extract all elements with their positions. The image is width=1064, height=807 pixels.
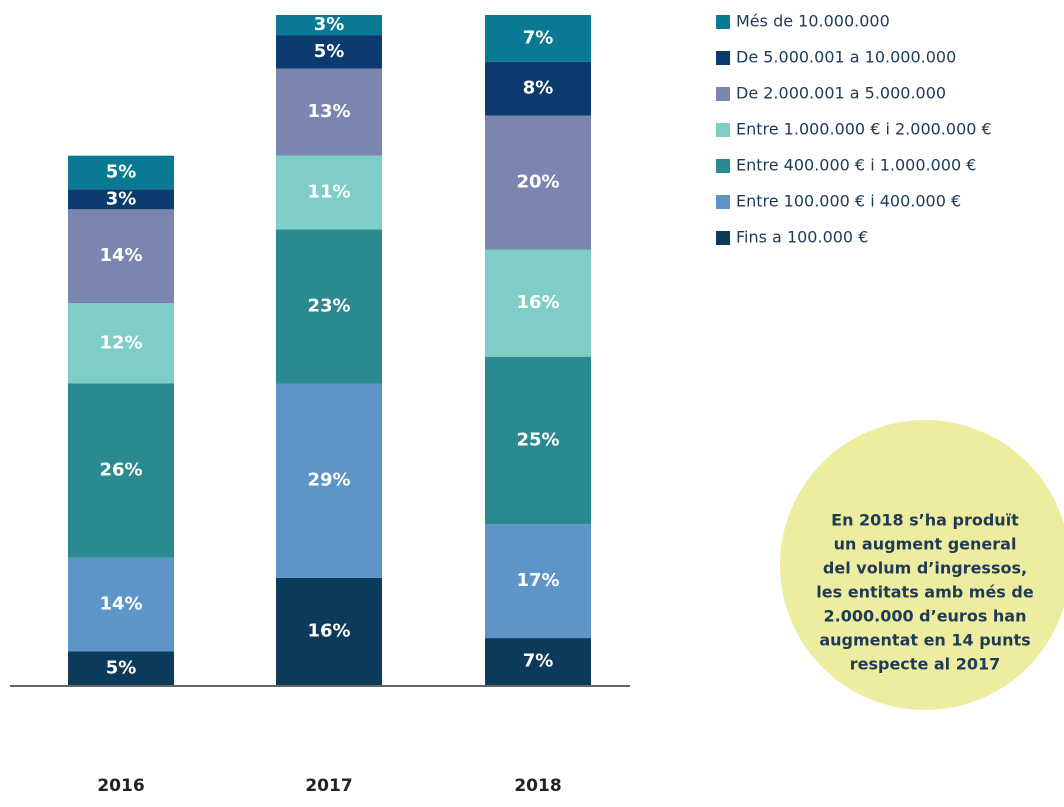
bar-segment (276, 577, 382, 685)
data-label: 5% (106, 161, 137, 182)
x-tick-label: 2018 (514, 776, 561, 796)
bar-segment (276, 35, 382, 69)
annotation-circle (780, 420, 1064, 710)
bar-segment (276, 155, 382, 230)
legend-swatch (716, 231, 730, 245)
legend-swatch (716, 123, 730, 137)
legend-label: Més de 10.000.000 (736, 12, 890, 31)
bar-segment (68, 557, 174, 652)
bar-segment (68, 651, 174, 685)
data-label: 11% (307, 182, 350, 203)
bar-segment (68, 383, 174, 558)
legend-swatch (716, 51, 730, 65)
bar-segment (485, 356, 591, 525)
annotation-text: respecte al 2017 (850, 655, 1001, 674)
bar-segment (276, 229, 382, 384)
bar-segment (276, 15, 382, 36)
annotation-text: les entitats amb més de (816, 583, 1034, 602)
legend-label: Fins a 100.000 € (736, 228, 868, 247)
bar-segment (485, 249, 591, 357)
data-label: 5% (314, 41, 345, 62)
bar-segment (485, 15, 591, 62)
bar-segment (485, 524, 591, 639)
data-label: 14% (99, 594, 142, 615)
data-label: 17% (516, 570, 559, 591)
annotation-text: augmentat en 14 punts (819, 631, 1030, 650)
data-label: 13% (307, 101, 350, 122)
bar-segment (276, 383, 382, 578)
legend-label: De 2.000.001 a 5.000.000 (736, 84, 946, 103)
legend-label: Entre 400.000 € i 1.000.000 € (736, 156, 976, 175)
bar-segment (485, 638, 591, 685)
data-label: 5% (106, 657, 137, 678)
legend-label: De 5.000.001 a 10.000.000 (736, 48, 956, 67)
data-label: 3% (106, 188, 137, 209)
bar-segment (68, 189, 174, 210)
data-label: 23% (307, 295, 350, 316)
data-label: 12% (99, 332, 142, 353)
bar-segment (68, 155, 174, 190)
legend-label: Entre 100.000 € i 400.000 € (736, 192, 961, 211)
data-label: 7% (523, 27, 554, 48)
data-label: 8% (523, 78, 554, 99)
x-tick-label: 2016 (97, 776, 144, 796)
annotation-text: un augment general (834, 535, 1017, 554)
data-label: 3% (314, 14, 345, 35)
data-label: 26% (99, 460, 142, 481)
data-label: 29% (307, 470, 350, 491)
bar-segment (68, 303, 174, 384)
legend-label: Entre 1.000.000 € i 2.000.000 € (736, 120, 992, 139)
x-tick-label: 2017 (305, 776, 352, 796)
data-label: 16% (307, 620, 350, 641)
data-label: 25% (516, 429, 559, 450)
data-label: 16% (516, 292, 559, 313)
annotation-text: 2.000.000 d’euros han (824, 607, 1027, 626)
data-label: 20% (516, 172, 559, 193)
legend-swatch (716, 15, 730, 29)
bar-segment (485, 115, 591, 250)
bar-segment (68, 209, 174, 304)
annotation-text: del volum d’ingressos, (823, 559, 1027, 578)
bar-segment (485, 61, 591, 116)
legend-swatch (716, 195, 730, 209)
annotation-text: En 2018 s’ha produït (831, 511, 1019, 530)
bar-segment (276, 68, 382, 156)
data-label: 14% (99, 245, 142, 266)
data-label: 7% (523, 651, 554, 672)
legend-swatch (716, 87, 730, 101)
legend-swatch (716, 159, 730, 173)
